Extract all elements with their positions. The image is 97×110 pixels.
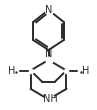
Text: H: H [8,66,15,75]
Text: NH: NH [43,94,58,104]
Text: N: N [45,5,52,15]
Text: N: N [45,49,52,59]
Text: H: H [82,66,89,75]
